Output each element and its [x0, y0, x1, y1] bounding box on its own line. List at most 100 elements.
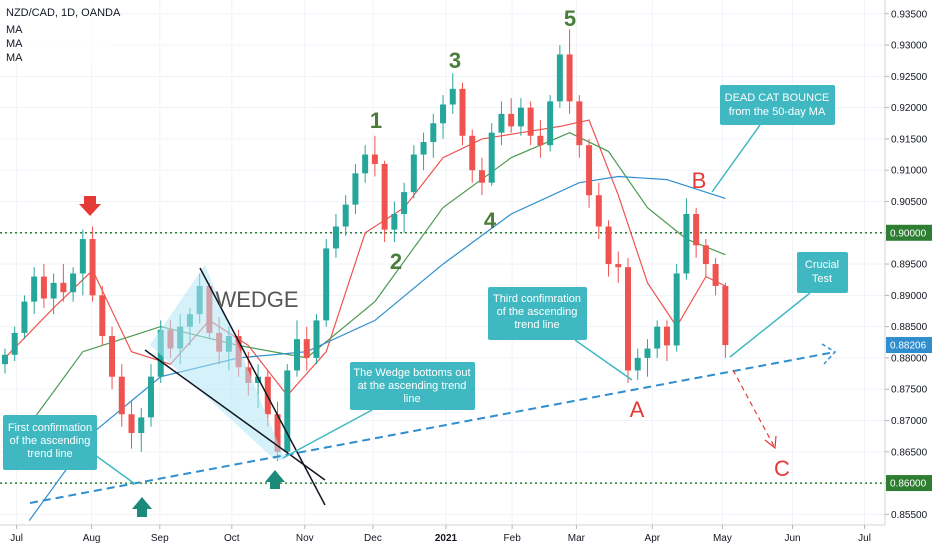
x-tick-label: Oct — [224, 533, 240, 544]
candle-body — [459, 88, 466, 136]
callout-text: Crucial Test — [805, 259, 839, 285]
candle-body — [1, 354, 8, 365]
trend-line — [29, 351, 836, 504]
wave-label: 1 — [370, 108, 382, 133]
candle-body — [284, 370, 291, 452]
candle-body — [634, 357, 641, 371]
y-tick-label: 0.87000 — [891, 416, 928, 427]
candle-body — [693, 214, 700, 246]
candle-body — [586, 145, 593, 196]
candle-body — [60, 282, 67, 293]
x-tick-label: Mar — [568, 533, 586, 544]
candle-body — [11, 332, 18, 355]
candle-body — [138, 417, 145, 434]
y-tick-label: 0.92500 — [891, 72, 928, 83]
y-tick-label: 0.93000 — [891, 41, 928, 52]
grid-layer — [0, 0, 885, 525]
candle-body — [332, 226, 339, 249]
green-arrow — [265, 470, 285, 489]
y-tick-label: 0.86500 — [891, 447, 928, 458]
projection-line — [732, 369, 776, 449]
y-tick-label: 0.88500 — [891, 322, 928, 333]
y-tick-label: 0.88000 — [891, 353, 928, 364]
candle-body — [663, 326, 670, 346]
y-tick-label: 0.90500 — [891, 197, 928, 208]
level-label: 0.90000 — [890, 228, 927, 239]
candle-body — [527, 107, 534, 136]
x-tick-label: May — [713, 533, 732, 544]
candle-body — [430, 123, 437, 143]
plot-layer — [1, 29, 729, 521]
y-tick-label: 0.89500 — [891, 260, 928, 271]
candle-body — [21, 301, 28, 333]
candle-body — [362, 154, 369, 174]
candle-body — [478, 170, 485, 183]
candle-body — [352, 173, 359, 205]
legend-bg — [0, 0, 110, 66]
candle-body — [391, 214, 398, 230]
y-tick-label: 0.91000 — [891, 166, 928, 177]
candle-body — [595, 195, 602, 227]
candle-body — [576, 101, 583, 146]
wave-label: A — [630, 397, 645, 422]
legend-entry: MA — [6, 24, 23, 36]
last-price-badge — [886, 337, 932, 354]
wave-label: 4 — [484, 208, 497, 233]
candle-body — [440, 104, 447, 124]
callout-text: The Wedge bottoms out at the ascending tr… — [353, 367, 470, 405]
candle-body — [469, 135, 476, 171]
x-tick-label: Jul — [10, 533, 23, 544]
wave-label: C — [774, 456, 790, 481]
x-tick-label: 2021 — [435, 533, 458, 544]
callout: Crucial Test — [729, 252, 848, 358]
candle-body — [683, 214, 690, 274]
x-tick-label: Apr — [645, 533, 661, 544]
y-tick-label: 0.93500 — [891, 9, 928, 20]
candle-body — [70, 273, 77, 293]
x-tick-label: Sep — [151, 533, 169, 544]
red-arrow — [79, 196, 101, 216]
candle-body — [712, 264, 719, 286]
x-tick-label: Feb — [504, 533, 522, 544]
y-tick-label: 0.87500 — [891, 385, 928, 396]
candle-body — [381, 163, 388, 230]
y-tick-label: 0.89000 — [891, 291, 928, 302]
wedge-area — [150, 265, 285, 460]
callout-text: First confirmation of the ascending trend … — [8, 422, 92, 460]
candle-body — [702, 245, 709, 265]
candle-body — [342, 204, 349, 227]
candle-body — [537, 135, 544, 146]
candle-body — [118, 376, 125, 415]
wave-label: 5 — [564, 6, 576, 31]
y-tick-label: 0.85500 — [891, 510, 928, 521]
candle-body — [89, 239, 96, 296]
callout: DEAD CAT BOUNCE from the 50-day MA — [711, 85, 835, 193]
candle-body — [303, 339, 310, 358]
candle-body — [109, 336, 116, 377]
wave-label: 2 — [390, 249, 402, 274]
wave-label: B — [692, 168, 707, 193]
candle-body — [556, 54, 563, 102]
projection-arrow — [764, 435, 777, 450]
x-tick-label: Jun — [784, 533, 800, 544]
candle-body — [40, 276, 47, 299]
candle-body — [371, 154, 378, 164]
callout-text: DEAD CAT BOUNCE from the 50-day MA — [725, 92, 830, 118]
candle-body — [128, 414, 135, 434]
level-badge — [886, 224, 932, 241]
candle-body — [566, 54, 573, 102]
candle-body — [508, 113, 515, 127]
x-tick-label: Dec — [364, 533, 382, 544]
candle-body — [147, 376, 154, 418]
legend-entry: MA — [6, 52, 23, 64]
candle-body — [401, 192, 408, 215]
y-tick-label: 0.91500 — [891, 134, 928, 145]
candle-body — [547, 101, 554, 146]
candle-body — [488, 132, 495, 183]
callout: The Wedge bottoms out at the ascending tr… — [282, 362, 475, 459]
candle-body — [294, 339, 301, 371]
wedge-label: WEDGE — [215, 287, 298, 312]
candle-body — [624, 267, 631, 371]
x-tick-label: Aug — [83, 533, 101, 544]
